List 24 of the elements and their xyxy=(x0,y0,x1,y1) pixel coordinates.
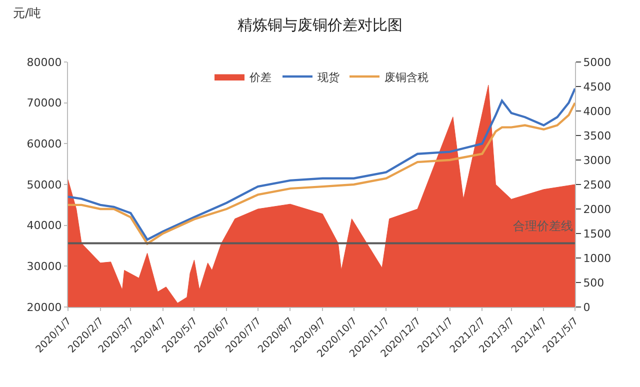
y2-tick-label: 3000 xyxy=(583,154,612,167)
y2-tick-label: 1000 xyxy=(583,252,612,265)
legend-label: 价差 xyxy=(248,70,272,84)
y2-tick-label: 4500 xyxy=(583,80,612,94)
y-tick-label: 80000 xyxy=(26,56,62,69)
y2-tick-label: 4000 xyxy=(583,104,612,118)
y-tick-label: 30000 xyxy=(26,260,62,274)
legend-label: 现货 xyxy=(318,70,340,84)
ref-line-label: 合理价差线 xyxy=(513,219,573,233)
y-tick-label: 70000 xyxy=(26,96,62,110)
y2-tick-label: 2500 xyxy=(583,178,612,192)
y2-tick-label: 2000 xyxy=(583,202,612,216)
y2-tick-label: 5000 xyxy=(583,56,612,69)
legend-label: 废铜含税 xyxy=(384,70,428,84)
chart-title: 精炼铜与废铜价差对比图 xyxy=(238,16,402,34)
y2-tick-label: 0 xyxy=(583,300,590,314)
y-tick-label: 60000 xyxy=(26,138,62,151)
y2-tick-label: 500 xyxy=(583,276,604,290)
y-tick-label: 50000 xyxy=(26,178,62,192)
y-tick-label: 40000 xyxy=(26,219,62,232)
y-tick-label: 20000 xyxy=(26,300,62,314)
y-axis-title: 元/吨 xyxy=(13,6,42,20)
y2-tick-label: 1500 xyxy=(583,227,612,240)
y2-tick-label: 3500 xyxy=(583,129,612,142)
